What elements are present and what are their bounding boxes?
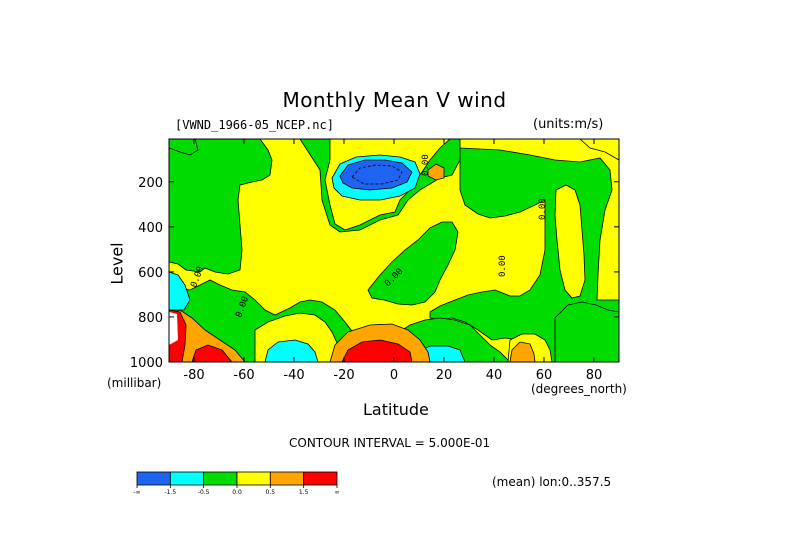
x-tick-label: 40 [486, 368, 503, 383]
y-tick-label: 1000 [130, 356, 163, 371]
x-tick-label: -80 [183, 368, 204, 383]
region-blue-jet-core [351, 164, 403, 185]
colorbar-tick-label: 0.5 [266, 489, 276, 496]
region-red-equator [341, 339, 413, 362]
x-tick-label: 80 [586, 368, 603, 383]
colorbar-tick-label: -1.5 [164, 489, 176, 496]
region-green-south-upper [169, 139, 273, 275]
colorbar-swatch [236, 471, 271, 486]
region-cyan-south-surface [264, 339, 319, 362]
region-green-north-surface [554, 301, 619, 362]
x-axis-label: Latitude [363, 400, 429, 419]
y-axis-label: Level [107, 242, 127, 285]
region-white-missing [169, 312, 178, 345]
x-tick-label: 0 [390, 368, 398, 383]
region-yellow-north-top [579, 139, 619, 161]
mean-lon-text: (mean) lon:0..357.5 [492, 475, 612, 489]
region-orange-north [509, 341, 536, 362]
colorbar: -∞ -1.5 -0.5 0.0 0.5 1.5 ∞ [133, 471, 340, 496]
contour-interval-text: CONTOUR INTERVAL = 5.000E-01 [289, 436, 491, 450]
region-yellow-north [554, 184, 586, 299]
region-red-south [191, 344, 233, 362]
x-tick-label: -40 [283, 368, 304, 383]
dataset-label: [VWND_1966-05_NCEP.nc] [175, 118, 334, 132]
y-tick-label: 200 [138, 176, 163, 191]
region-green-south-top [169, 139, 199, 156]
colorbar-swatch [269, 471, 305, 486]
heatmap-field [169, 139, 619, 362]
units-label: (units:m/s) [533, 117, 604, 132]
region-green-upper-mid [299, 139, 461, 233]
region-cyan-south-pole [169, 271, 191, 311]
colorbar-swatch [169, 471, 205, 486]
colorbar-tick-label: -∞ [133, 489, 140, 496]
colorbar-swatch [303, 471, 338, 486]
x-tick-label: 20 [436, 368, 453, 383]
y-tick-label: 400 [138, 221, 163, 236]
x-tick-label: -60 [233, 368, 254, 383]
y-axis-units: (millibar) [107, 376, 162, 390]
colorbar-tick-label: 0.0 [232, 489, 242, 496]
y-tick-label: 800 [138, 311, 163, 326]
colorbar-swatch [203, 471, 238, 486]
x-tick-label: 60 [536, 368, 553, 383]
region-orange-south [169, 309, 246, 362]
chart-title: Monthly Mean V wind [282, 88, 507, 112]
y-axis: 200 400 600 800 1000 [130, 176, 619, 371]
contour-label: 0.00 [538, 198, 548, 220]
contour-label: 0.00 [421, 154, 431, 176]
colorbar-swatch [136, 471, 171, 486]
region-green-midlevel [367, 221, 459, 306]
x-axis: -80 -60 -40 -20 0 20 40 60 80 [183, 139, 602, 383]
x-axis-units: (degrees_north) [531, 382, 627, 396]
colorbar-tick-label: ∞ [335, 489, 340, 496]
colorbar-tick-label: 1.5 [299, 489, 309, 496]
y-tick-label: 600 [138, 266, 163, 281]
colorbar-tick-label: -0.5 [198, 489, 210, 496]
x-tick-label: -20 [333, 368, 354, 383]
contour-label: 0.00 [498, 255, 508, 277]
region-orange-top [427, 163, 445, 181]
